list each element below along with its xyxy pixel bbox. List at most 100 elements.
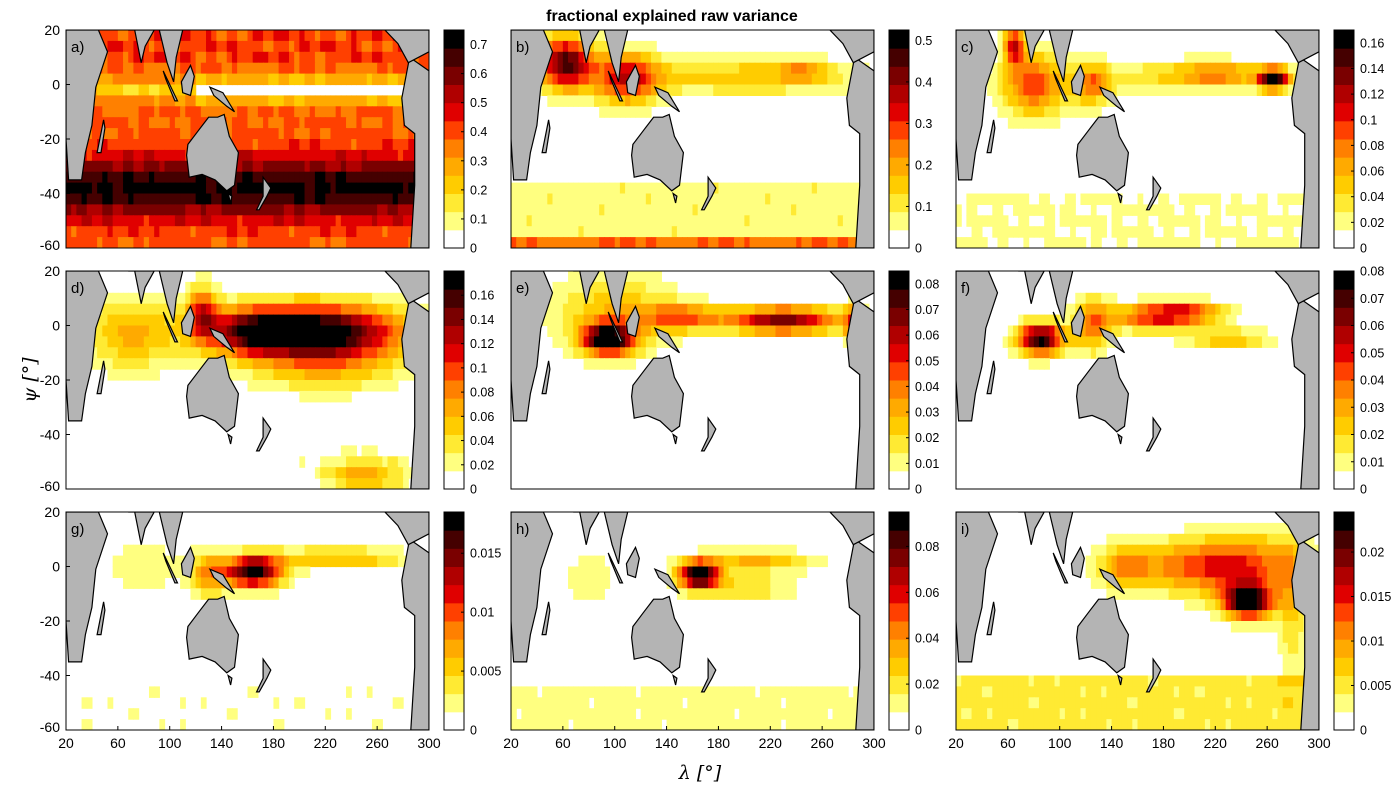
heatmap-cell [801, 237, 808, 248]
heatmap-cell [604, 577, 611, 589]
heatmap-cell [687, 697, 694, 709]
heatmap-cell [143, 51, 150, 64]
heatmap-cell [713, 73, 720, 86]
heatmap-cell [630, 215, 637, 227]
heatmap-cell [252, 325, 259, 337]
heatmap-cell [842, 237, 849, 248]
heatmap-cell [827, 62, 834, 75]
heatmap-cell [785, 182, 792, 195]
heatmap-cell [185, 215, 192, 227]
heatmap-cell [206, 62, 212, 75]
heatmap-cell [278, 544, 285, 557]
heatmap-cell [987, 84, 993, 96]
heatmap-cell [382, 95, 389, 107]
colorbar-swatch [889, 343, 909, 363]
heatmap-cell [692, 697, 699, 709]
heatmap-cell [609, 686, 616, 698]
landmasses [66, 512, 429, 730]
heatmap-cell [1044, 237, 1050, 248]
heatmap-cell [377, 358, 383, 370]
heatmap-cell [687, 237, 694, 248]
heatmap-cell [1194, 237, 1201, 248]
heatmap-cell [687, 292, 694, 305]
heatmap-cell [1096, 215, 1102, 227]
heatmap-cell [159, 106, 166, 118]
heatmap-cell [1137, 84, 1144, 96]
heatmap-cell [174, 204, 181, 216]
heatmap-cell [257, 128, 264, 140]
heatmap-cell [1059, 106, 1066, 118]
heatmap-cell [609, 215, 616, 227]
heatmap-cell [346, 478, 352, 489]
heatmap-cell [837, 62, 844, 75]
heatmap-cell [1018, 84, 1025, 96]
heatmap-cell [123, 30, 129, 42]
heatmap-cell [403, 171, 409, 184]
heatmap-cell [1246, 533, 1253, 546]
heatmap-cell [128, 555, 135, 568]
heatmap-cell [573, 237, 580, 248]
heatmap-cell [1147, 84, 1154, 96]
heatmap-cell [278, 358, 285, 370]
heatmap-cell [382, 347, 389, 359]
heatmap-cell [169, 347, 176, 359]
heatmap-cell [91, 128, 98, 140]
heatmap-cell [195, 73, 202, 86]
heatmap-cell [671, 215, 678, 227]
heatmap-cell [661, 281, 668, 294]
land-polygon [96, 601, 106, 636]
heatmap-cell [143, 544, 150, 557]
heatmap-cell [81, 226, 88, 238]
heatmap-cell [143, 182, 150, 195]
heatmap-cell [1085, 73, 1092, 86]
heatmap-cell [1220, 325, 1227, 337]
heatmap-cell [377, 160, 383, 173]
heatmap-cell [976, 193, 983, 205]
heatmap-cell [583, 303, 590, 316]
heatmap-cell [557, 292, 564, 305]
heatmap-cell [299, 380, 306, 392]
heatmap-cell [1080, 106, 1087, 118]
heatmap-cell [718, 303, 725, 316]
heatmap-cell [371, 544, 378, 557]
land-polygon [227, 674, 233, 686]
heatmap-cell [169, 171, 176, 184]
heatmap-cell [770, 325, 777, 337]
heatmap-cell [294, 73, 300, 86]
heatmap-cell [1230, 193, 1237, 205]
colorbar-tick-label: 0.02 [1360, 428, 1384, 442]
heatmap-cell [268, 73, 275, 86]
heatmap-cell [562, 303, 569, 316]
heatmap-cell [107, 73, 114, 86]
heatmap-cell [666, 719, 673, 730]
heatmap-cell [521, 193, 528, 205]
heatmap-cell [278, 226, 285, 238]
heatmap-cell [1251, 62, 1258, 75]
colorbar-swatch [444, 548, 464, 567]
land-polygon [66, 271, 109, 422]
heatmap-cell [676, 686, 683, 698]
heatmap-cell [682, 566, 688, 578]
heatmap-cell [702, 204, 709, 216]
heatmap-cell [578, 51, 585, 64]
heatmap-cell [340, 380, 347, 392]
heatmap-cell [640, 51, 647, 64]
heatmap-cell [392, 303, 399, 316]
heatmap-cell [263, 117, 269, 129]
colorbar-swatch [1334, 66, 1354, 85]
heatmap-cell [651, 281, 657, 294]
heatmap-cell [1184, 544, 1190, 557]
heatmap-cell [1085, 215, 1092, 227]
heatmap-cell [842, 686, 849, 698]
heatmap-cell [304, 544, 311, 557]
heatmap-cell [304, 204, 311, 216]
heatmap-cell [511, 708, 517, 720]
heatmap-cell [273, 62, 280, 75]
heatmap-cell [687, 84, 694, 96]
heatmap-cell [557, 336, 564, 348]
heatmap-cell [599, 226, 605, 238]
heatmap-cell [309, 106, 316, 118]
heatmap-cell [1204, 303, 1211, 316]
heatmap-cell [635, 697, 642, 709]
heatmap-cell [1121, 533, 1128, 546]
